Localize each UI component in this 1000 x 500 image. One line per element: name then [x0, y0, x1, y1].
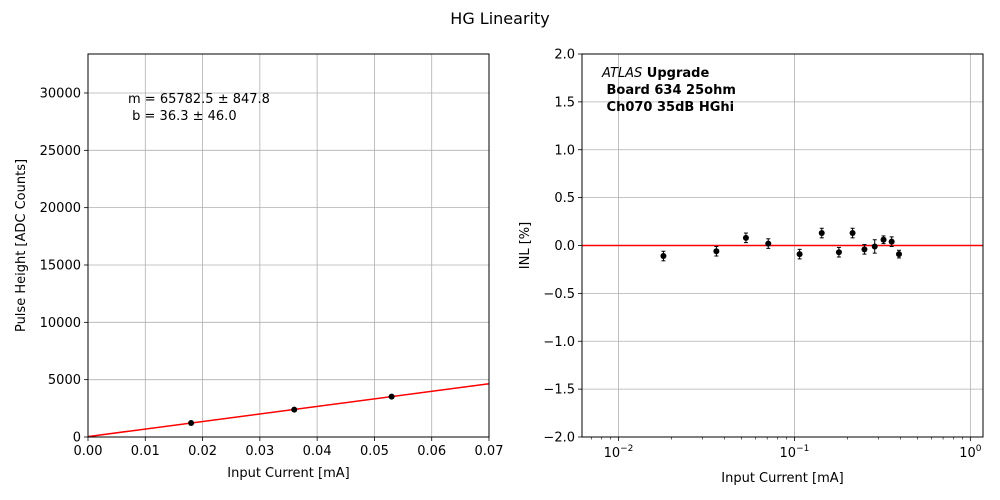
right-y-tick-label: 1.0	[554, 143, 575, 158]
fit-intercept-annotation: b = 36.3 ± 46.0	[128, 109, 237, 124]
right-data-point	[742, 234, 749, 241]
right-data-point	[849, 230, 856, 237]
right-x-tick-label: 10−1	[780, 444, 810, 461]
right-y-tick-label: −1.0	[543, 335, 575, 350]
figure-title: HG Linearity	[450, 9, 549, 28]
tick-base: 10	[959, 446, 976, 461]
right-y-ticks: −2.0 −1.5 −1.0 −0.5 0.0 0.5 1.0 1.5 2.0	[543, 48, 582, 446]
right-y-tick-label: 0.5	[554, 191, 575, 206]
right-data-point	[888, 238, 895, 245]
atlas-legend-line-3: Ch070 35dB HGhi	[602, 100, 734, 115]
left-y-axis-label: Pulse Height [ADC Counts]	[14, 159, 29, 332]
tick-base: 10	[780, 446, 797, 461]
left-data-points	[188, 393, 395, 427]
atlas-legend-line-2: Board 634 25ohm	[602, 83, 736, 98]
right-data-point	[796, 251, 803, 258]
right-data-point	[713, 248, 720, 255]
fit-slope-annotation: m = 65782.5 ± 847.8	[128, 92, 270, 107]
tick-exponent: 0	[976, 444, 982, 454]
right-x-tick-label: 10−2	[604, 444, 634, 461]
left-y-tick-label: 15000	[40, 258, 81, 273]
left-x-tick-label: 0.01	[131, 444, 160, 459]
left-x-tick-label: 0.06	[417, 444, 446, 459]
left-x-axis-label: Input Current [mA]	[227, 466, 349, 481]
left-x-tick-label: 0.02	[188, 444, 217, 459]
left-y-tick-label: 5000	[48, 373, 81, 388]
atlas-label: ATLAS	[601, 66, 642, 81]
right-data-point	[765, 240, 772, 247]
linearity-plot: 0.00 0.01 0.02 0.03 0.04 0.05 0.06 0.07 0 5000 10…	[14, 53, 504, 481]
left-data-point	[388, 393, 395, 400]
right-data-point	[880, 236, 887, 243]
right-x-ticks: 10−2 10−1 100	[590, 437, 982, 461]
right-y-tick-label: −0.5	[543, 287, 575, 302]
right-data-point	[835, 249, 842, 256]
left-y-tick-label: 10000	[40, 316, 81, 331]
right-data-points	[660, 227, 903, 262]
fit-line	[87, 383, 490, 438]
tick-exponent: −2	[620, 444, 633, 454]
left-y-tick-label: 0	[73, 431, 81, 446]
left-axes-frame	[87, 53, 490, 438]
left-x-ticks: 0.00 0.01 0.02 0.03 0.04 0.05 0.06 0.07	[74, 437, 504, 459]
left-x-tick-label: 0.00	[74, 444, 103, 459]
left-y-tick-label: 25000	[40, 144, 81, 159]
left-y-tick-label: 30000	[40, 86, 81, 101]
right-x-axis-label: Input Current [mA]	[721, 471, 843, 486]
right-y-tick-label: 1.5	[554, 95, 575, 110]
left-y-ticks: 0 5000 10000 15000 20000 25000 30000	[40, 86, 88, 446]
left-y-tick-label: 20000	[40, 201, 81, 216]
right-y-tick-label: 2.0	[554, 48, 575, 63]
left-x-tick-label: 0.04	[303, 444, 332, 459]
right-y-tick-label: 0.0	[554, 239, 575, 254]
upgrade-label: Upgrade	[642, 66, 709, 81]
tick-exponent: −1	[796, 444, 809, 454]
right-y-axis-label: INL [%]	[518, 222, 533, 269]
inl-plot: 10−2 10−1 100 −2.0−1.5−1.0−0.50.00.51.01.5…	[518, 48, 984, 486]
left-data-point	[291, 406, 298, 413]
right-data-point	[818, 230, 825, 237]
right-data-point	[660, 253, 667, 260]
right-data-point	[861, 246, 868, 253]
atlas-legend-line-1: ATLAS Upgrade	[601, 66, 709, 81]
left-grid	[87, 54, 490, 438]
right-x-tick-label: 100	[959, 444, 982, 461]
left-x-tick-label: 0.07	[475, 444, 504, 459]
left-x-tick-label: 0.05	[360, 444, 389, 459]
left-fit-line-group	[87, 383, 490, 438]
left-x-tick-label: 0.03	[245, 444, 274, 459]
right-data-point	[896, 251, 903, 258]
right-data-point	[871, 243, 878, 250]
right-y-tick-label: −1.5	[543, 383, 575, 398]
right-y-tick-label: −2.0	[543, 431, 575, 446]
left-data-point	[188, 420, 195, 427]
tick-base: 10	[604, 446, 621, 461]
